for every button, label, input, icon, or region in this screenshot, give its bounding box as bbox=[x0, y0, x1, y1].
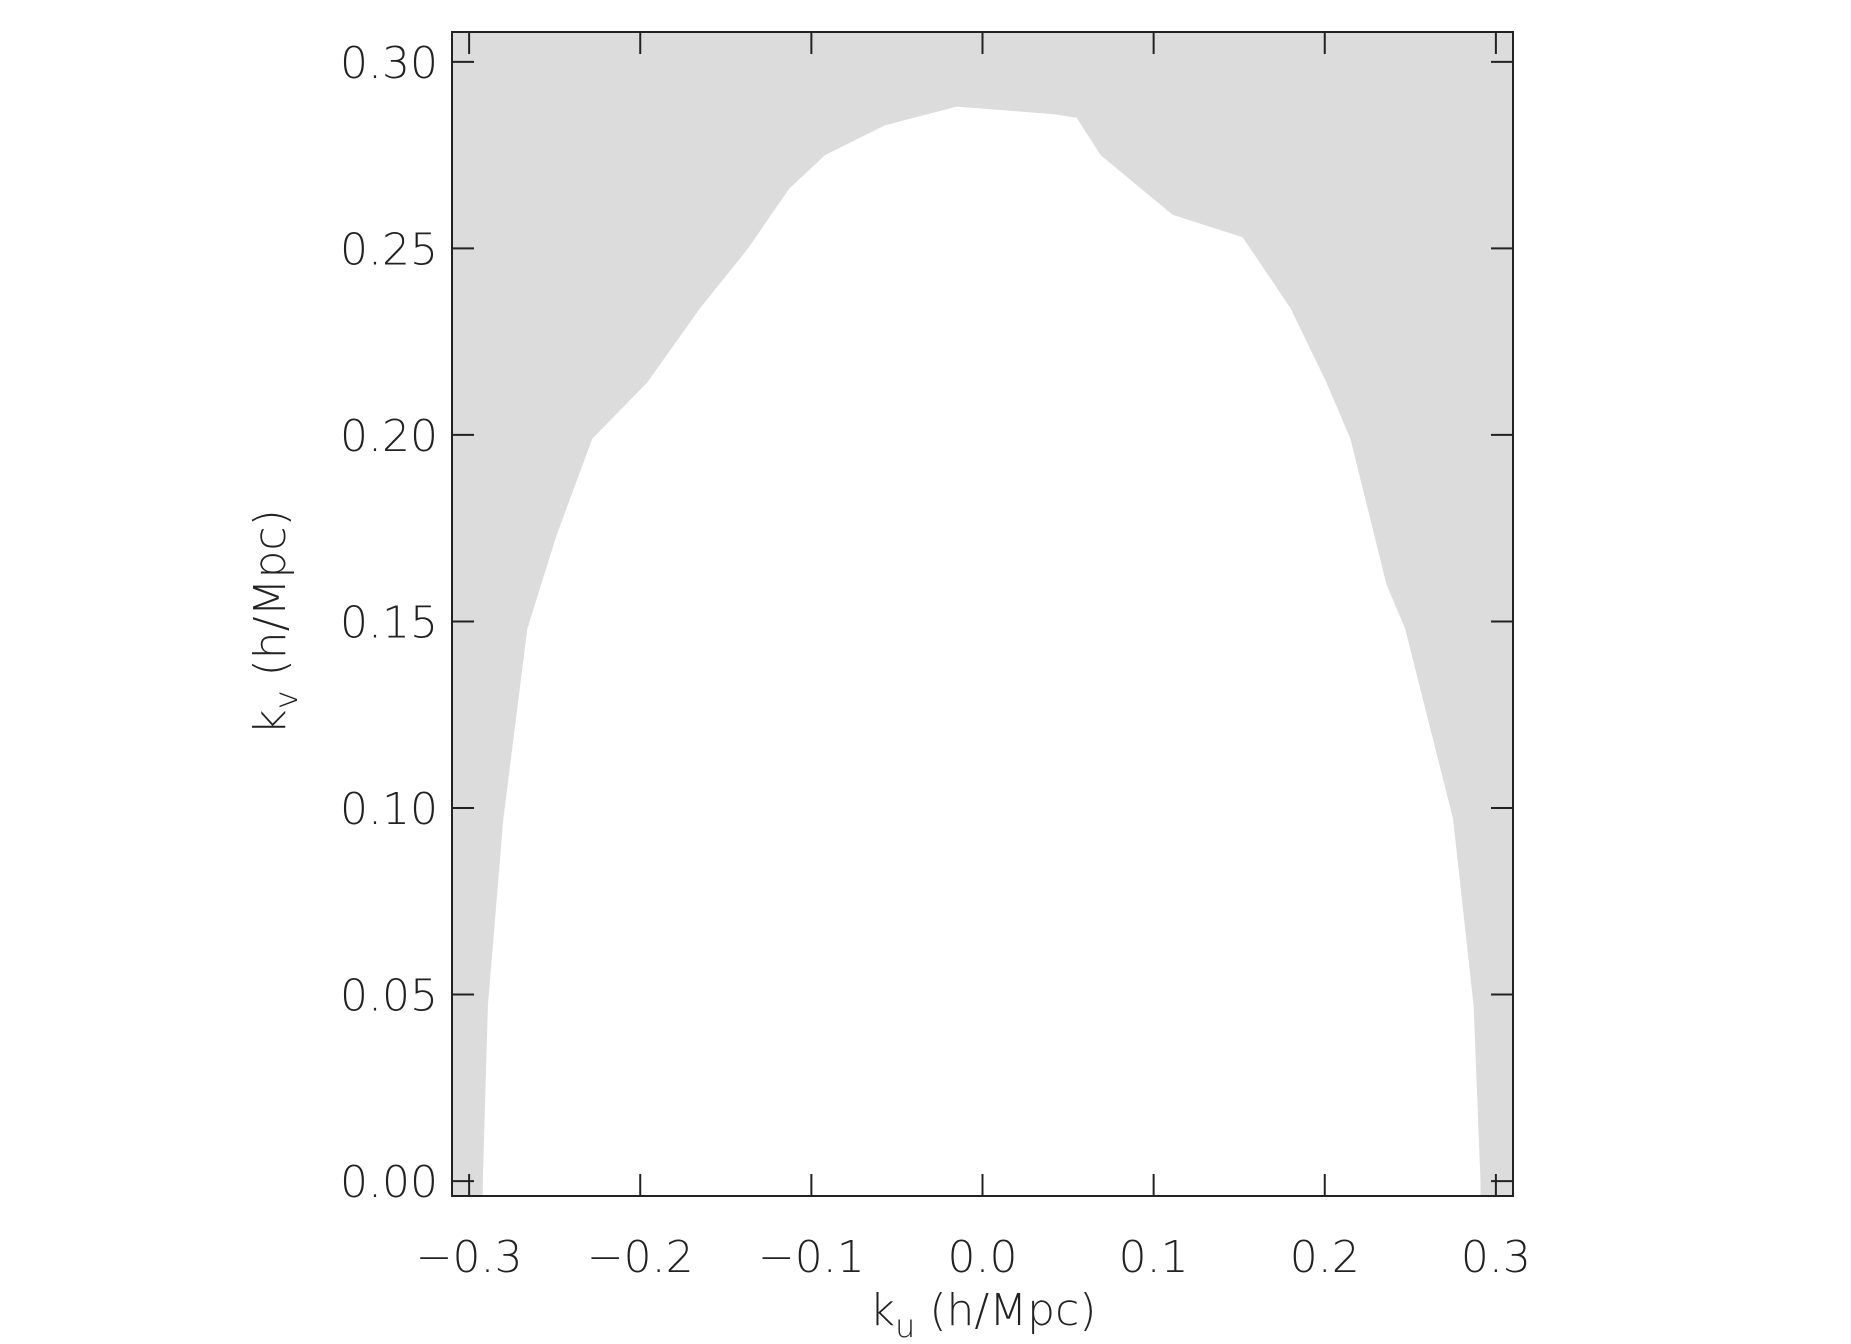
coverage-area bbox=[482, 106, 1481, 1197]
x-axis-label: ku (h/Mpc) bbox=[870, 1285, 1097, 1344]
y-tick-label: 0.10 bbox=[340, 784, 438, 835]
y-tick-label: 0.30 bbox=[340, 38, 438, 89]
x-label-symbol: k bbox=[870, 1285, 895, 1336]
y-tick-label: 0.05 bbox=[340, 971, 438, 1022]
x-tick-label: 0.0 bbox=[948, 1232, 1018, 1283]
x-tick-label: −0.3 bbox=[416, 1232, 523, 1283]
x-tick-label: −0.1 bbox=[758, 1232, 865, 1283]
x-tick-label: 0.2 bbox=[1290, 1232, 1360, 1283]
y-tick-label: 0.25 bbox=[340, 224, 438, 275]
x-tick-label: −0.2 bbox=[587, 1232, 694, 1283]
y-label-subscript: v bbox=[267, 690, 305, 709]
x-label-unit: (h/Mpc) bbox=[929, 1285, 1096, 1336]
x-tick-label: 0.3 bbox=[1461, 1232, 1531, 1283]
x-label-subscript: u bbox=[895, 1307, 915, 1344]
y-tick-label: 0.15 bbox=[340, 597, 438, 648]
y-label-symbol: k bbox=[245, 709, 296, 734]
y-axis-label: kv (h/Mpc) bbox=[245, 509, 305, 735]
y-tick-label: 0.20 bbox=[340, 411, 438, 462]
x-tick-label: 0.1 bbox=[1119, 1232, 1189, 1283]
y-tick-label: 0.00 bbox=[340, 1157, 438, 1208]
y-label-unit: (h/Mpc) bbox=[245, 509, 296, 676]
